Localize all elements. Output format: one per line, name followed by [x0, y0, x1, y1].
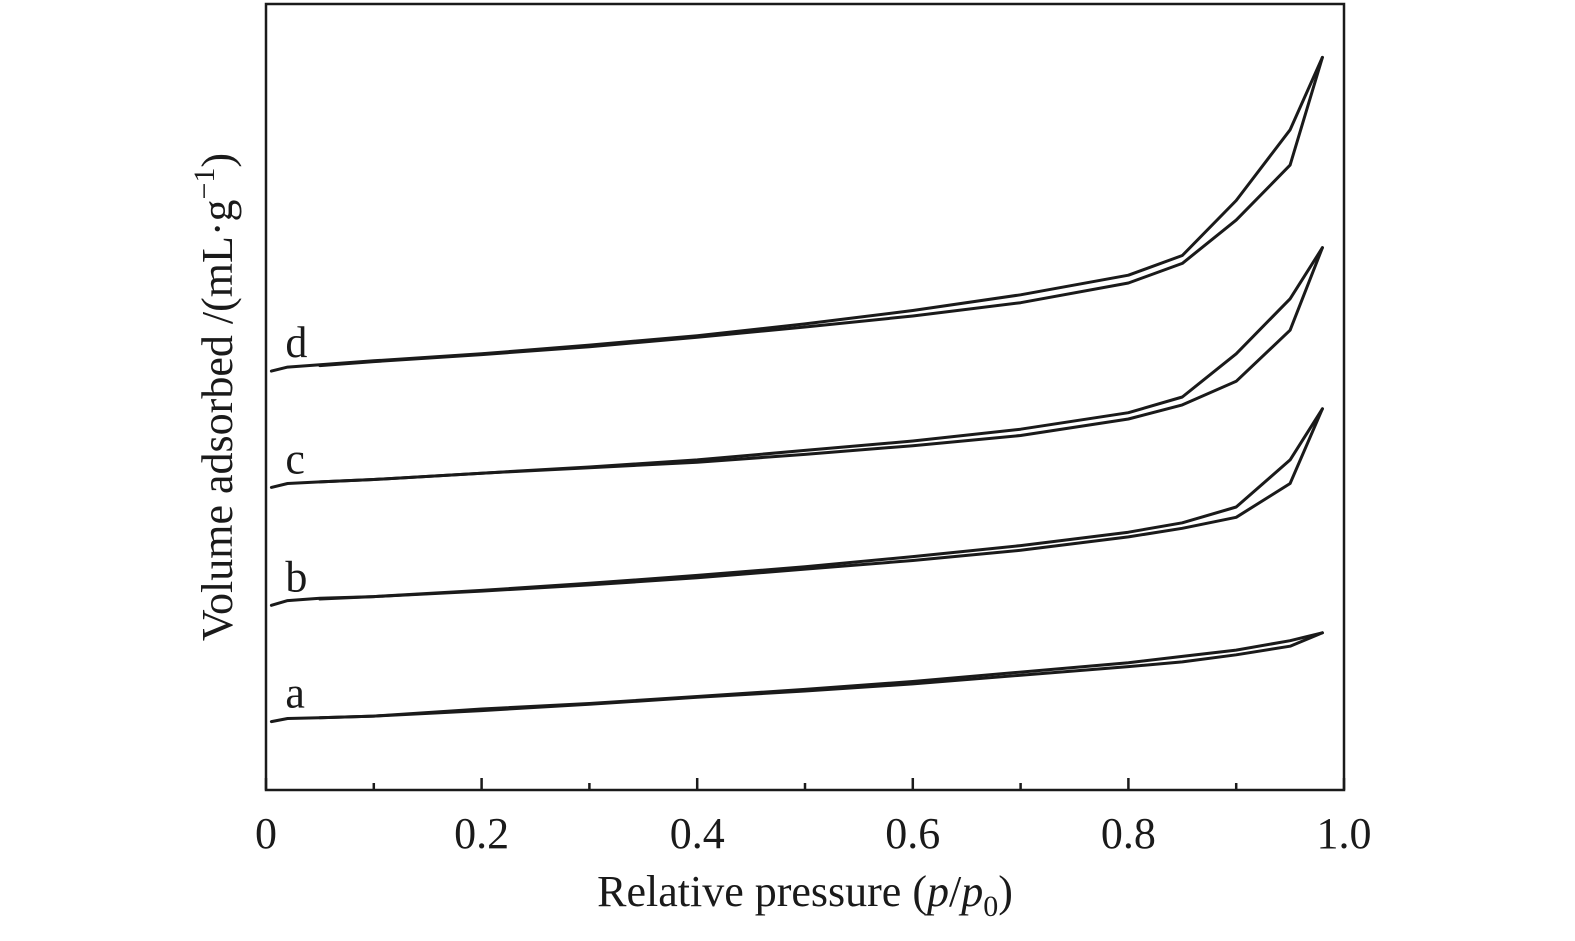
- x-tick-label: 0.4: [670, 809, 725, 858]
- x-tick-label: 0: [255, 809, 277, 858]
- series-b-desorption-line: [318, 407, 1324, 601]
- series-c-label: c: [285, 434, 305, 483]
- x-tick-label: 1.0: [1317, 809, 1372, 858]
- series-d-label: d: [285, 318, 307, 367]
- series-curves: [269, 55, 1324, 724]
- x-ticks: [264, 778, 1346, 790]
- series-b-label: b: [285, 552, 307, 601]
- series-c-desorption-line: [318, 246, 1324, 484]
- series-d-desorption-line: [318, 55, 1324, 368]
- x-tick-labels: 0 0.2 0.4 0.6 0.8 1.0: [255, 809, 1372, 858]
- series-a-adsorption-line: [269, 631, 1324, 724]
- series-a-label: a: [285, 669, 305, 718]
- x-tick-label: 0.6: [885, 809, 940, 858]
- x-tick-label: 0.8: [1101, 809, 1156, 858]
- series-labels: a b c d: [285, 318, 307, 718]
- series-a-desorption-line: [318, 631, 1324, 720]
- x-tick-label: 0.2: [454, 809, 509, 858]
- series-c-adsorption-line: [269, 246, 1324, 489]
- series-b-adsorption-line: [269, 407, 1324, 607]
- x-axis-label: Relative pressure (p/p0): [597, 867, 1013, 923]
- y-axis-label: Volume adsorbed /(mL·g−1): [188, 153, 242, 641]
- series-d-adsorption-line: [269, 55, 1324, 373]
